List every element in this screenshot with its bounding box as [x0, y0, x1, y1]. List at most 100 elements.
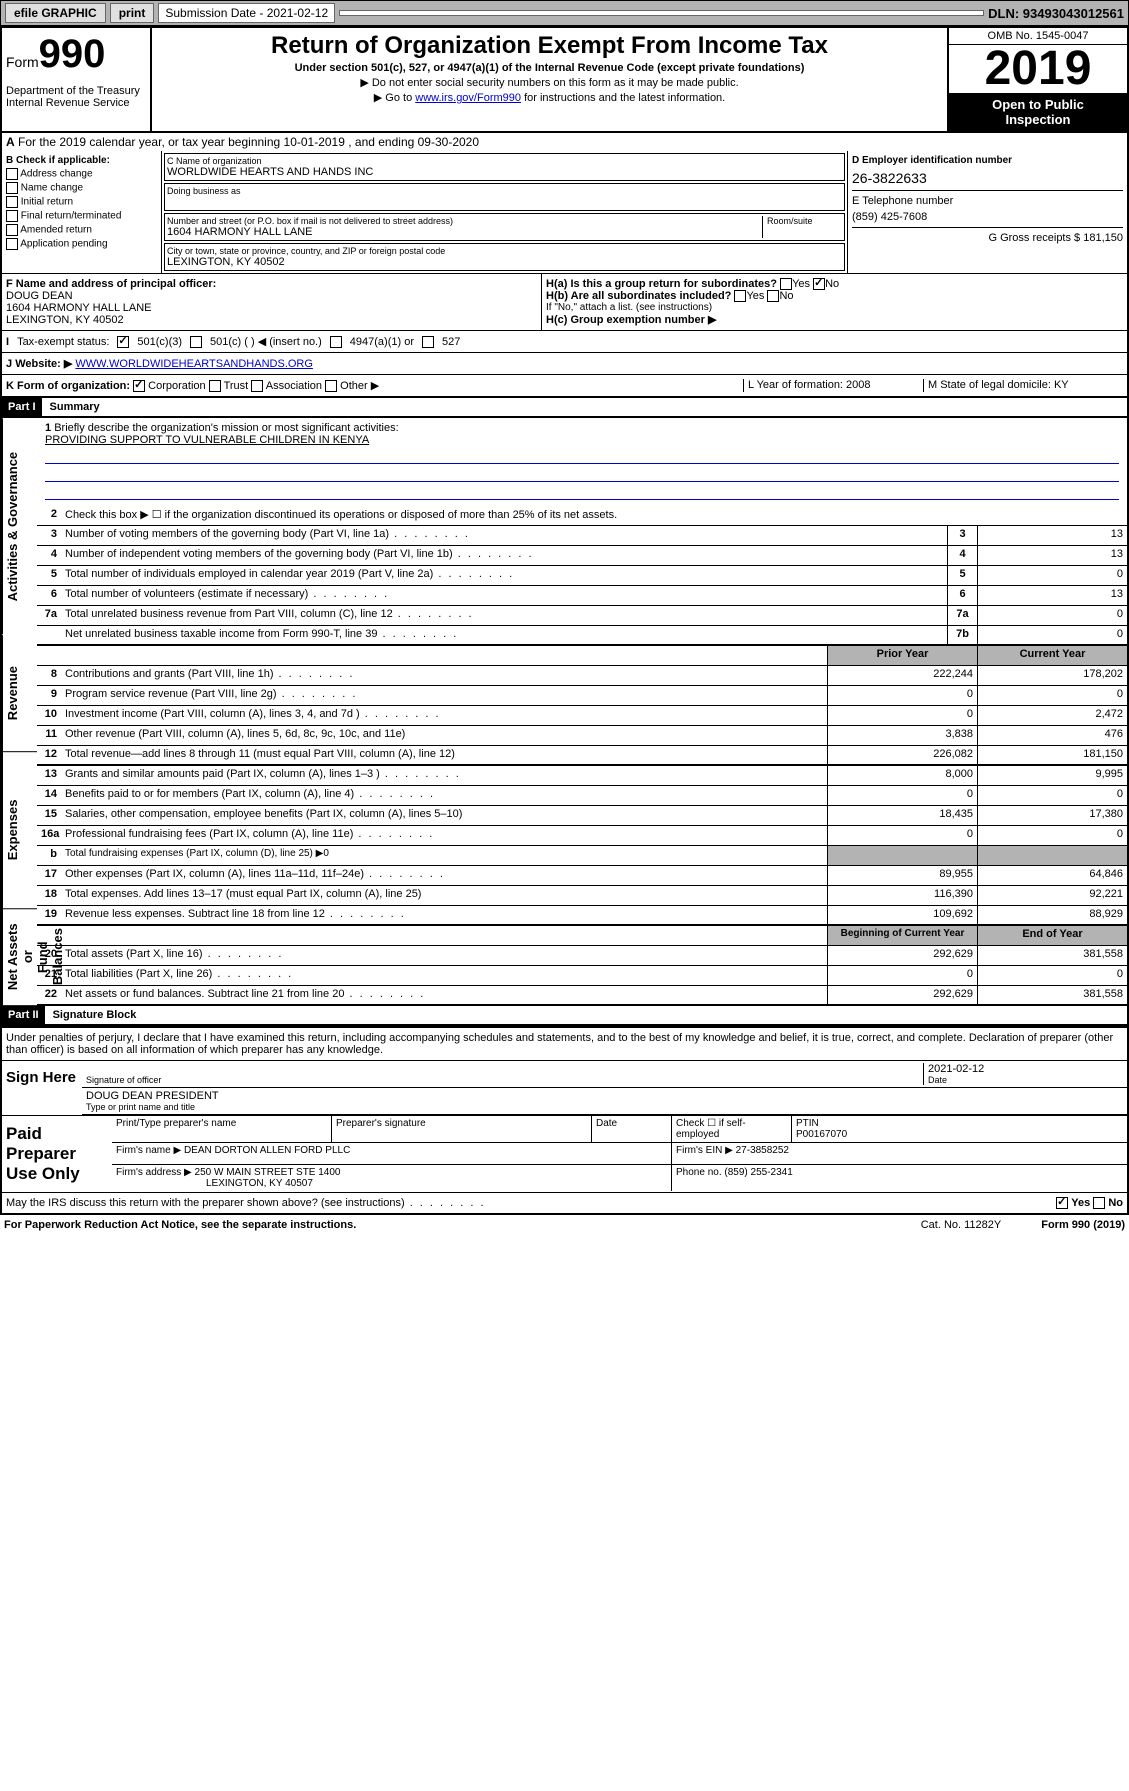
- c13: 9,995: [977, 766, 1127, 785]
- line13: Grants and similar amounts paid (Part IX…: [61, 766, 827, 785]
- line12: Total revenue—add lines 8 through 11 (mu…: [61, 746, 827, 764]
- firm-addr: 250 W MAIN STREET STE 1400: [195, 1167, 341, 1178]
- c20: 381,558: [977, 946, 1127, 965]
- prep-name-label: Print/Type preparer's name: [112, 1116, 332, 1142]
- c18: 92,221: [977, 886, 1127, 905]
- prep-date-label: Date: [592, 1116, 672, 1142]
- year-formation: L Year of formation: 2008: [743, 379, 923, 392]
- website-link[interactable]: WWW.WORLDWIDEHEARTSANDHANDS.ORG: [75, 358, 313, 370]
- cb-other[interactable]: [325, 380, 337, 392]
- cb-final-return[interactable]: [6, 210, 18, 222]
- p14: 0: [827, 786, 977, 805]
- p12: 226,082: [827, 746, 977, 764]
- cat-number: Cat. No. 11282Y: [921, 1219, 1002, 1231]
- cb-ha-yes[interactable]: [780, 278, 792, 290]
- cb-trust[interactable]: [209, 380, 221, 392]
- line17: Other expenses (Part IX, column (A), lin…: [61, 866, 827, 885]
- k-row: K Form of organization: Corporation Trus…: [2, 375, 1127, 398]
- p9: 0: [827, 686, 977, 705]
- c21: 0: [977, 966, 1127, 985]
- form-footer: Form 990 (2019): [1041, 1219, 1125, 1231]
- hb-label: H(b) Are all subordinates included?: [546, 290, 731, 302]
- form-header: Form990 Department of the Treasury Inter…: [2, 28, 1127, 133]
- gross-label: G Gross receipts $: [988, 232, 1080, 244]
- cb-hb-yes[interactable]: [734, 290, 746, 302]
- p22: 292,629: [827, 986, 977, 1004]
- line1-label: Briefly describe the organization's miss…: [54, 422, 398, 434]
- cb-501c3[interactable]: [117, 336, 129, 348]
- p15: 18,435: [827, 806, 977, 825]
- c19: 88,929: [977, 906, 1127, 924]
- open-public-badge: Open to Public Inspection: [949, 93, 1127, 131]
- c12: 181,150: [977, 746, 1127, 764]
- cb-hb-no[interactable]: [767, 290, 779, 302]
- cb-pending[interactable]: [6, 238, 18, 250]
- officer-addr1: 1604 HARMONY HALL LANE: [6, 302, 152, 314]
- c8: 178,202: [977, 666, 1127, 685]
- section-expenses: Expenses: [2, 752, 37, 909]
- penalty-text: Under penalties of perjury, I declare th…: [2, 1028, 1127, 1060]
- cb-discuss-no[interactable]: [1093, 1197, 1105, 1209]
- subtitle-3: ▶ Go to www.irs.gov/Form990 for instruct…: [156, 91, 943, 104]
- p17: 89,955: [827, 866, 977, 885]
- sig-officer-label: Signature of officer: [86, 1075, 923, 1085]
- line15: Salaries, other compensation, employee b…: [61, 806, 827, 825]
- officer-type-label: Type or print name and title: [86, 1102, 219, 1112]
- line20: Total assets (Part X, line 16): [61, 946, 827, 965]
- val7b: 0: [977, 626, 1127, 644]
- c22: 381,558: [977, 986, 1127, 1004]
- efile-button[interactable]: efile GRAPHIC: [5, 3, 106, 23]
- c15: 17,380: [977, 806, 1127, 825]
- line8: Contributions and grants (Part VIII, lin…: [61, 666, 827, 685]
- cb-ha-no[interactable]: [813, 278, 825, 290]
- tax-status-row: I Tax-exempt status: 501(c)(3) 501(c) ( …: [2, 331, 1127, 353]
- cb-amended[interactable]: [6, 224, 18, 236]
- spacer: [339, 10, 984, 16]
- line3: Number of voting members of the governin…: [61, 526, 947, 545]
- part-1-header: Part I Summary: [2, 398, 1127, 418]
- print-button[interactable]: print: [110, 3, 155, 23]
- hb-note: If "No," attach a list. (see instruction…: [546, 302, 1123, 313]
- part-2-header: Part II Signature Block: [2, 1006, 1127, 1026]
- org-address: 1604 HARMONY HALL LANE: [167, 226, 762, 238]
- room-label: Room/suite: [767, 216, 842, 226]
- discuss-row: May the IRS discuss this return with the…: [2, 1192, 1127, 1213]
- cb-501c[interactable]: [190, 336, 202, 348]
- cb-assoc[interactable]: [251, 380, 263, 392]
- col-defg: D Employer identification number 26-3822…: [847, 151, 1127, 273]
- form-990: Form990 Department of the Treasury Inter…: [0, 26, 1129, 1215]
- col-c-org-info: C Name of organization WORLDWIDE HEARTS …: [162, 151, 847, 273]
- signature-block: Under penalties of perjury, I declare th…: [2, 1026, 1127, 1213]
- footer: For Paperwork Reduction Act Notice, see …: [0, 1215, 1129, 1235]
- officer-label: F Name and address of principal officer:: [6, 278, 216, 290]
- form-number: 990: [39, 32, 106, 76]
- col-b-checkboxes: B Check if applicable: Address change Na…: [2, 151, 162, 273]
- p21: 0: [827, 966, 977, 985]
- cb-corp[interactable]: [133, 380, 145, 392]
- officer-addr2: LEXINGTON, KY 40502: [6, 314, 124, 326]
- city-label: City or town, state or province, country…: [167, 246, 842, 256]
- cb-527[interactable]: [422, 336, 434, 348]
- irs-link[interactable]: www.irs.gov/Form990: [415, 92, 521, 104]
- submission-date: Submission Date - 2021-02-12: [158, 3, 335, 23]
- cb-address-change[interactable]: [6, 168, 18, 180]
- line7a: Total unrelated business revenue from Pa…: [61, 606, 947, 625]
- cb-initial-return[interactable]: [6, 196, 18, 208]
- cb-4947[interactable]: [330, 336, 342, 348]
- c10: 2,472: [977, 706, 1127, 725]
- self-emp-label: Check ☐ if self-employed: [672, 1116, 792, 1142]
- cb-discuss-yes[interactable]: [1056, 1197, 1068, 1209]
- firm-ein: 27-3858252: [736, 1145, 789, 1156]
- line22: Net assets or fund balances. Subtract li…: [61, 986, 827, 1004]
- cb-name-change[interactable]: [6, 182, 18, 194]
- line16b: Total fundraising expenses (Part IX, col…: [61, 846, 827, 865]
- c9: 0: [977, 686, 1127, 705]
- ein-label: D Employer identification number: [852, 155, 1123, 166]
- date-label: Date: [928, 1075, 1123, 1085]
- val6: 13: [977, 586, 1127, 605]
- p13: 8,000: [827, 766, 977, 785]
- line2: Check this box ▶ ☐ if the organization d…: [61, 506, 1127, 525]
- website-row: J Website: ▶ WWW.WORLDWIDEHEARTSANDHANDS…: [2, 353, 1127, 375]
- row-a-tax-year: A For the 2019 calendar year, or tax yea…: [2, 133, 1127, 151]
- line7b: Net unrelated business taxable income fr…: [61, 626, 947, 644]
